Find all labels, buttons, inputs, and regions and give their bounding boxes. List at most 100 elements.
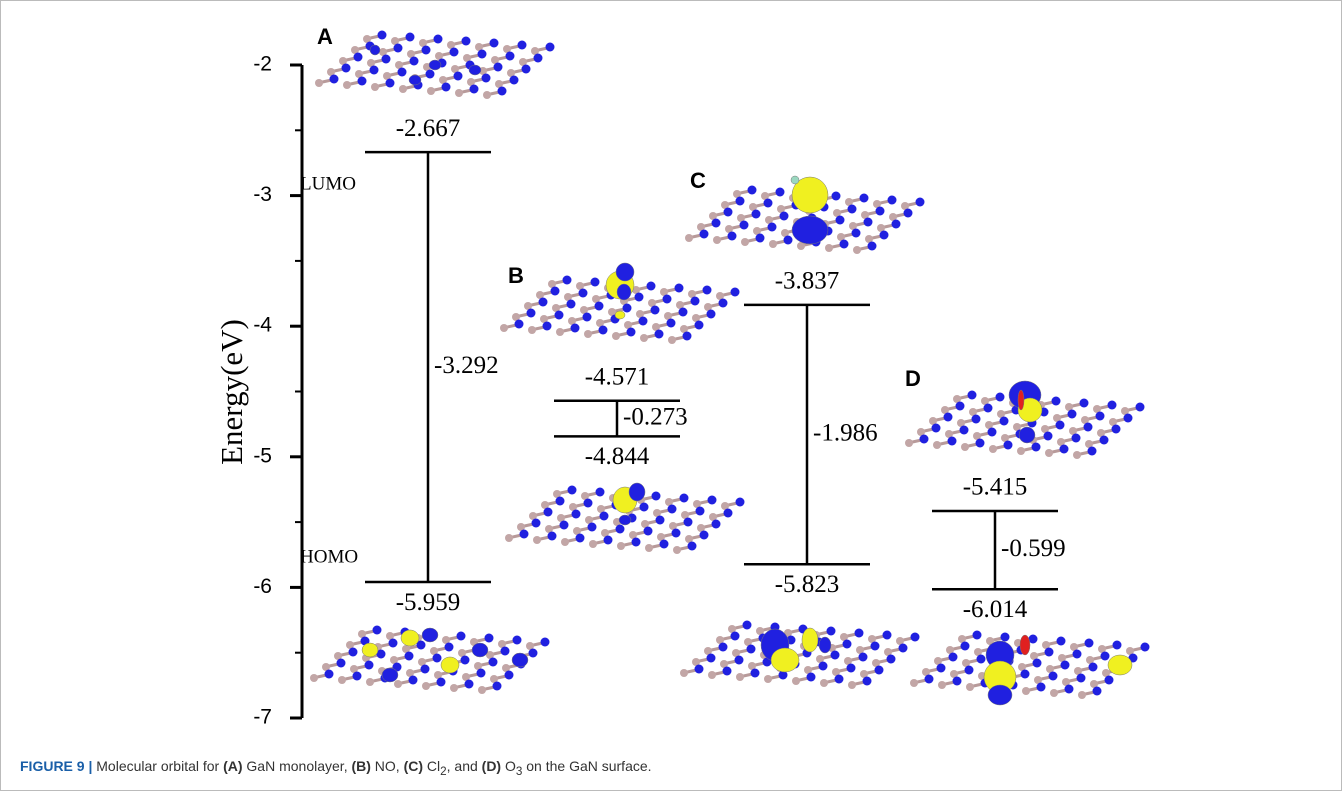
panel-label: B <box>508 263 524 288</box>
atom-n <box>382 55 391 64</box>
atom-ga <box>338 676 346 684</box>
orbital <box>370 45 380 55</box>
atom-n <box>1057 637 1066 646</box>
atom-ga <box>989 445 997 453</box>
y-tick-label: -6 <box>253 575 272 598</box>
y-tick-label: -5 <box>253 444 272 467</box>
atom-n <box>591 278 600 287</box>
atom-n <box>478 50 487 59</box>
atom-n <box>776 188 785 197</box>
atom-ga <box>1078 691 1086 699</box>
atom-n <box>1077 674 1086 683</box>
orbital <box>441 657 459 673</box>
atom-ga <box>556 328 564 336</box>
atom-n <box>482 74 491 83</box>
atom-n <box>1096 412 1105 421</box>
atom-n <box>548 532 557 541</box>
atom-n <box>965 666 974 675</box>
atom-ga <box>455 89 463 97</box>
atom-n <box>513 636 522 645</box>
atom-n <box>470 85 479 94</box>
figure: Energy(eV) -2-3-4-5-6-7-2.667-5.959-3.29… <box>0 0 1342 791</box>
atom-n <box>358 77 367 86</box>
orbital <box>616 263 634 281</box>
atom-n <box>647 282 656 291</box>
atom-n <box>1056 421 1065 430</box>
atom-n <box>1136 403 1145 412</box>
y-tick-label: -3 <box>253 183 272 206</box>
atom-n <box>724 208 733 217</box>
orbital <box>771 648 799 672</box>
atom-n <box>600 512 609 521</box>
atom-ga <box>450 684 458 692</box>
atom-n <box>588 523 597 532</box>
atom-ga <box>792 677 800 685</box>
atom-n <box>568 486 577 495</box>
atom-n <box>337 659 346 668</box>
atom-n <box>551 287 560 296</box>
atom-n <box>748 186 757 195</box>
atom-n <box>595 302 604 311</box>
atom-n <box>719 299 728 308</box>
atom-n <box>422 46 431 55</box>
atom-n <box>680 494 689 503</box>
atom-n <box>410 57 419 66</box>
atom-n <box>373 626 382 635</box>
atom-n <box>505 671 514 680</box>
atom-n <box>518 41 527 50</box>
homo-label: HOMO <box>300 546 358 567</box>
atom-n <box>498 87 507 96</box>
atom-ga <box>500 324 508 332</box>
atom-n <box>675 284 684 293</box>
atom-ga <box>673 546 681 554</box>
atom-n <box>756 234 765 243</box>
atom-n <box>556 497 565 506</box>
atom-n <box>911 633 920 642</box>
caption-part: (A) <box>223 758 242 774</box>
atom-ga <box>938 681 946 689</box>
lumo-value: -5.415 <box>963 474 1028 501</box>
atom-n <box>871 642 880 651</box>
atom-n <box>972 415 981 424</box>
atom-n <box>555 311 564 320</box>
atom-ga <box>905 439 913 447</box>
orbital <box>617 284 631 300</box>
atom-ga <box>584 330 592 338</box>
atom-n <box>365 661 374 670</box>
orbital <box>791 176 799 184</box>
atom-n <box>700 230 709 239</box>
atom-n <box>378 31 387 40</box>
panel-label: D <box>905 366 921 391</box>
atom-n <box>916 198 925 207</box>
atom-n <box>1060 445 1069 454</box>
atom-n <box>960 426 969 435</box>
atom-n <box>1141 643 1150 652</box>
atom-n <box>691 297 700 306</box>
atom-n <box>490 39 499 48</box>
atom-n <box>863 677 872 686</box>
atom-n <box>583 313 592 322</box>
atom-n <box>747 645 756 654</box>
atom-n <box>1049 672 1058 681</box>
atom-n <box>462 37 471 46</box>
atom-n <box>1045 648 1054 657</box>
atom-n <box>696 507 705 516</box>
atom-n <box>1037 683 1046 692</box>
atom-n <box>515 320 524 329</box>
atom-n <box>1089 663 1098 672</box>
atom-n <box>409 676 418 685</box>
atom-n <box>977 655 986 664</box>
atom-n <box>1032 443 1041 452</box>
atom-n <box>723 667 732 676</box>
atom-n <box>731 632 740 641</box>
atom-ga <box>589 540 597 548</box>
atom-ga <box>961 443 969 451</box>
atom-ga <box>825 244 833 252</box>
homo-value: -5.823 <box>775 571 840 598</box>
atom-n <box>1080 399 1089 408</box>
atom-n <box>712 219 721 228</box>
atom-n <box>426 70 435 79</box>
panel-label: C <box>690 168 706 193</box>
atom-n <box>925 675 934 684</box>
atom-ga <box>371 83 379 91</box>
